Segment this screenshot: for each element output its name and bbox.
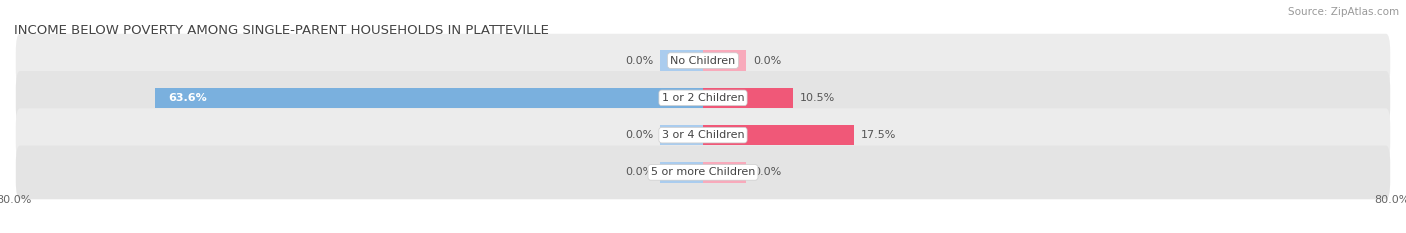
- Text: No Children: No Children: [671, 56, 735, 65]
- Bar: [703, 50, 747, 71]
- Bar: [703, 125, 853, 145]
- Text: 1 or 2 Children: 1 or 2 Children: [662, 93, 744, 103]
- FancyBboxPatch shape: [15, 71, 1391, 125]
- Text: 63.6%: 63.6%: [169, 93, 207, 103]
- Bar: [703, 162, 747, 183]
- Text: 0.0%: 0.0%: [624, 56, 652, 65]
- Bar: [703, 88, 793, 108]
- Bar: [659, 162, 703, 183]
- Text: 5 or more Children: 5 or more Children: [651, 168, 755, 177]
- Text: 0.0%: 0.0%: [624, 168, 652, 177]
- Text: 17.5%: 17.5%: [860, 130, 896, 140]
- Text: 0.0%: 0.0%: [754, 168, 782, 177]
- FancyBboxPatch shape: [15, 34, 1391, 87]
- FancyBboxPatch shape: [15, 146, 1391, 199]
- Text: Source: ZipAtlas.com: Source: ZipAtlas.com: [1288, 7, 1399, 17]
- Text: INCOME BELOW POVERTY AMONG SINGLE-PARENT HOUSEHOLDS IN PLATTEVILLE: INCOME BELOW POVERTY AMONG SINGLE-PARENT…: [14, 24, 548, 37]
- Text: 0.0%: 0.0%: [624, 130, 652, 140]
- Bar: [659, 125, 703, 145]
- FancyBboxPatch shape: [15, 108, 1391, 162]
- Text: 10.5%: 10.5%: [800, 93, 835, 103]
- Text: 0.0%: 0.0%: [754, 56, 782, 65]
- Text: 3 or 4 Children: 3 or 4 Children: [662, 130, 744, 140]
- Bar: [659, 50, 703, 71]
- Bar: [155, 88, 703, 108]
